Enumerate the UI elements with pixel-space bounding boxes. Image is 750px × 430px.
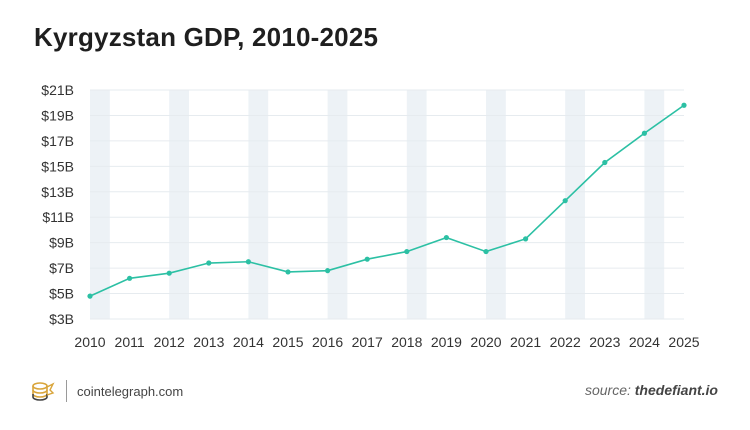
data-point[interactable] bbox=[206, 260, 212, 266]
y-tick-label: $11B bbox=[42, 209, 74, 225]
x-tick-label: 2014 bbox=[233, 334, 264, 350]
background-band bbox=[565, 90, 585, 319]
background-band bbox=[169, 90, 189, 319]
data-point[interactable] bbox=[87, 293, 93, 299]
y-tick-label: $13B bbox=[41, 184, 74, 200]
background-band bbox=[327, 90, 348, 319]
background-band bbox=[486, 90, 506, 319]
y-tick-label: $17B bbox=[41, 133, 74, 149]
x-tick-label: 2019 bbox=[431, 334, 462, 350]
data-point[interactable] bbox=[166, 270, 172, 276]
y-tick-label: $19B bbox=[41, 107, 74, 123]
y-tick-label: $15B bbox=[41, 158, 74, 174]
x-tick-label: 2010 bbox=[74, 334, 105, 350]
data-point[interactable] bbox=[602, 159, 608, 166]
footer-divider bbox=[66, 380, 67, 402]
x-tick-label: 2025 bbox=[668, 334, 699, 350]
cointelegraph-logo-icon bbox=[32, 382, 55, 401]
y-tick-label: $3B bbox=[49, 311, 74, 327]
x-tick-label: 2015 bbox=[272, 334, 303, 350]
y-tick-label: $21B bbox=[41, 82, 74, 98]
x-tick-label: 2020 bbox=[470, 334, 501, 350]
data-point[interactable] bbox=[127, 275, 133, 281]
y-tick-label: $5B bbox=[49, 286, 74, 302]
data-point[interactable] bbox=[641, 130, 648, 136]
data-point[interactable] bbox=[245, 259, 251, 265]
source-credit: source: thedefiant.io bbox=[585, 382, 718, 398]
background-band bbox=[644, 90, 665, 319]
data-point[interactable] bbox=[483, 248, 489, 255]
x-tick-label: 2013 bbox=[193, 334, 224, 350]
background-band bbox=[406, 90, 427, 319]
x-tick-label: 2018 bbox=[391, 334, 422, 350]
chart-title: Kyrgyzstan GDP, 2010-2025 bbox=[34, 22, 379, 52]
y-tick-label: $7B bbox=[49, 260, 74, 276]
background-bands bbox=[90, 90, 665, 319]
background-band bbox=[248, 90, 269, 319]
background-band bbox=[90, 90, 110, 319]
data-point[interactable] bbox=[404, 248, 410, 255]
gdp-data-points bbox=[87, 102, 687, 299]
x-axis-labels: 2010 2011 2012 2013 2014 2015 2016 2017 2018 2019… bbox=[74, 334, 699, 350]
source-prefix: source: bbox=[584, 382, 631, 398]
brand-footer: cointelegraph.com bbox=[30, 378, 183, 404]
x-tick-label: 2011 bbox=[115, 334, 145, 350]
x-tick-label: 2022 bbox=[550, 334, 581, 350]
x-tick-label: 2024 bbox=[629, 334, 660, 350]
data-point[interactable] bbox=[681, 102, 687, 108]
data-point[interactable] bbox=[443, 234, 449, 241]
data-point[interactable] bbox=[325, 268, 331, 274]
source-name[interactable]: thedefiant.io bbox=[634, 382, 718, 398]
y-tick-label: $9B bbox=[49, 235, 74, 251]
brand-url[interactable]: cointelegraph.com bbox=[77, 383, 184, 399]
x-tick-label: 2017 bbox=[352, 334, 383, 350]
data-point[interactable] bbox=[562, 198, 568, 204]
data-point[interactable] bbox=[523, 236, 529, 242]
x-tick-label: 2021 bbox=[510, 334, 541, 350]
data-point[interactable] bbox=[364, 256, 370, 262]
x-tick-label: 2012 bbox=[154, 334, 185, 350]
gdp-series-line bbox=[89, 104, 685, 297]
y-axis-labels: $3B $5B $7B $9B $11B $13B $15B $17B $19B $21B bbox=[41, 82, 74, 327]
x-tick-label: 2023 bbox=[589, 334, 620, 350]
x-tick-label: 2016 bbox=[312, 334, 343, 350]
data-point[interactable] bbox=[285, 269, 291, 275]
